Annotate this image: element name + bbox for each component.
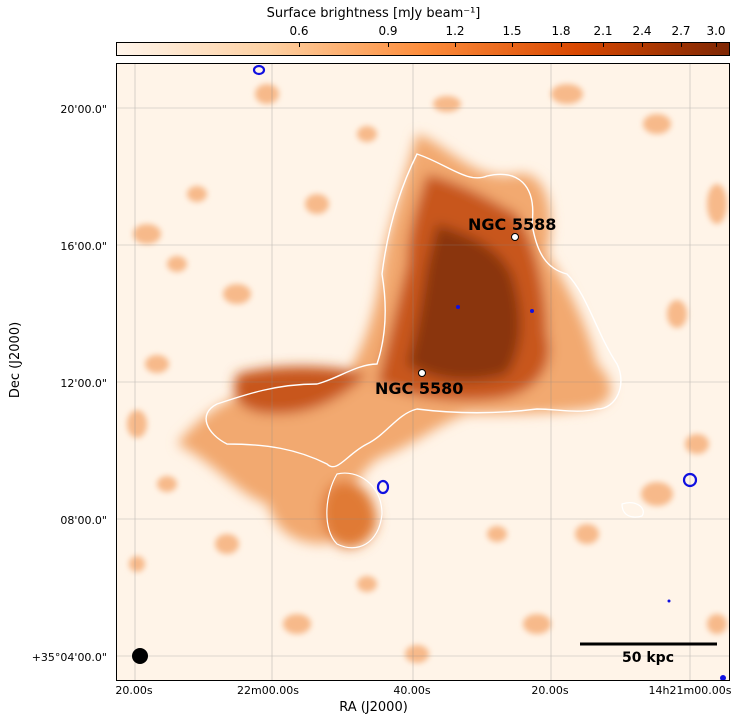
colorbar-tick-label: 1.2 xyxy=(445,24,465,38)
white-contour-south xyxy=(326,472,383,549)
y-axis-label: Dec (J2000) xyxy=(8,321,23,399)
y-tick-label: 16'00.0" xyxy=(60,240,107,253)
colorbar-tick-mark xyxy=(642,42,643,47)
colorbar-tick-mark xyxy=(455,42,456,47)
emission-map: NGC 5588 NGC 5580 50 kpc xyxy=(117,64,729,680)
beam-ellipse xyxy=(132,648,148,664)
scale-bar-label: 50 kpc xyxy=(622,650,674,666)
y-tick-label: +35°04'00.0" xyxy=(31,651,107,664)
y-tick-label: 20'00.0" xyxy=(60,103,107,116)
white-contour-east xyxy=(621,502,644,518)
galaxy-marker-ngc5580 xyxy=(418,369,426,377)
colorbar-tick-mark xyxy=(681,42,682,47)
x-tick-label: 20.00s xyxy=(531,684,569,697)
colorbar-tick-label: 2.4 xyxy=(632,24,652,38)
main-emission xyxy=(177,134,611,548)
x-axis-label: RA (J2000) xyxy=(339,700,408,715)
faint-emission xyxy=(127,84,727,663)
coordinate-grid xyxy=(117,64,729,680)
colorbar-tick-mark xyxy=(388,42,389,47)
galaxy-marker-ngc5588 xyxy=(511,233,519,241)
colorbar-tick-label: 0.6 xyxy=(289,24,309,38)
colorbar-tick-mark xyxy=(716,42,717,47)
galaxy-label-ngc5588: NGC 5588 xyxy=(468,215,556,234)
blue-contours xyxy=(252,64,698,495)
galaxy-label-ngc5580: NGC 5580 xyxy=(375,379,463,398)
colorbar-tick-label: 2.7 xyxy=(671,24,691,38)
colorbar-tick-mark xyxy=(299,42,300,47)
x-tick-label: 14h21m00.00s xyxy=(648,684,732,697)
x-tick-label: 22m00.00s xyxy=(237,684,299,697)
y-tick-label: 08'00.0" xyxy=(60,514,107,527)
blue-points xyxy=(456,305,726,680)
colorbar-tick-label: 3.0 xyxy=(706,24,726,38)
x-tick-label: 40.00s xyxy=(393,684,431,697)
white-contour xyxy=(205,153,622,468)
colorbar-title: Surface brightness [mJy beam⁻¹] xyxy=(266,6,481,21)
sky-image: NGC 5588 NGC 5580 50 kpc xyxy=(116,63,730,681)
x-tick-label: 20.00s xyxy=(115,684,153,697)
colorbar-tick-label: 0.9 xyxy=(378,24,398,38)
colorbar-tick-mark xyxy=(603,42,604,47)
colorbar-tick-mark xyxy=(512,42,513,47)
y-tick-label: 12'00.0" xyxy=(60,377,107,390)
colorbar-tick-label: 2.1 xyxy=(593,24,613,38)
colorbar-tick-label: 1.8 xyxy=(551,24,571,38)
colorbar-tick-mark xyxy=(561,42,562,47)
colorbar xyxy=(116,42,730,56)
colorbar-tick-label: 1.5 xyxy=(502,24,522,38)
